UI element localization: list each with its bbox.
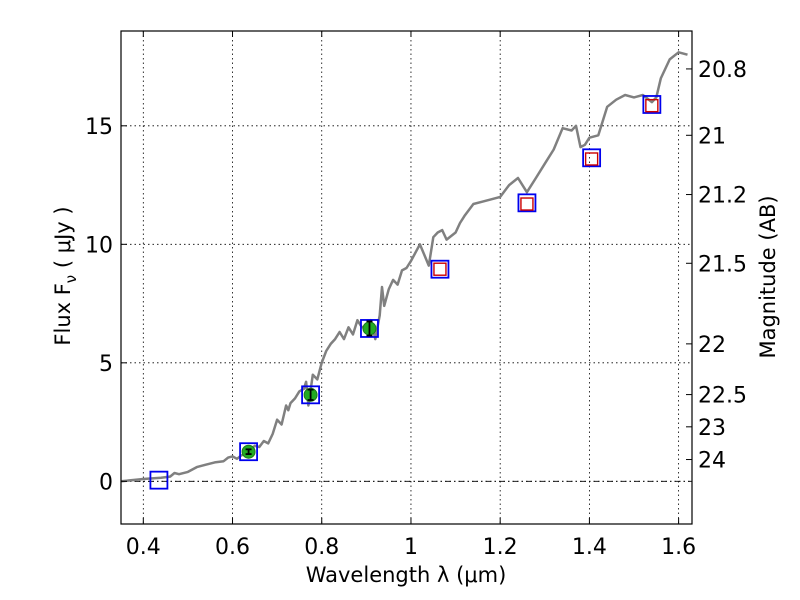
x-tick-label: 0.6 <box>215 535 250 560</box>
right-tick-label: 24 <box>698 449 726 474</box>
right-axis-label: Magnitude (AB) <box>756 195 780 358</box>
plot-frame <box>121 31 692 524</box>
frame-layer <box>121 31 692 524</box>
right-tick-label: 21 <box>698 124 726 149</box>
right-tick-label: 22.5 <box>698 384 747 409</box>
x-tick-label: 0.4 <box>126 535 161 560</box>
x-tick-label: 1 <box>404 535 418 560</box>
chart-svg: 0.4 0.6 0.8 1 1.2 1.4 1.6 0 5 10 15 20.8 21 21.2 21.5 2… <box>0 0 800 600</box>
right-tick-label: 23 <box>698 416 726 441</box>
y-axis-label-subscript: ν <box>62 275 80 283</box>
y-tick-label: 5 <box>99 352 113 377</box>
right-tick-label: 21.5 <box>698 252 747 277</box>
model-photometry-square <box>150 472 167 489</box>
line-layer <box>121 52 688 481</box>
right-tick-label: 22 <box>698 333 726 358</box>
x-tick-label: 1.6 <box>661 535 696 560</box>
y-axis-label-main: Flux F <box>51 283 75 345</box>
y-axis-label: Flux Fν ( μJy ) <box>51 206 80 345</box>
observed-photometry-square <box>521 198 533 210</box>
y-tick-label: 10 <box>85 233 113 258</box>
tick-layer: 0.4 0.6 0.8 1 1.2 1.4 1.6 0 5 10 15 20.8 21 21.2 21.5 2… <box>85 31 747 560</box>
chart: 0.4 0.6 0.8 1 1.2 1.4 1.6 0 5 10 15 20.8 21 21.2 21.5 2… <box>0 0 800 600</box>
observed-photometry-square <box>586 153 598 165</box>
y-tick-label: 15 <box>85 115 113 140</box>
right-tick-label: 21.2 <box>698 184 747 209</box>
right-tick-label: 20.8 <box>698 58 747 83</box>
x-tick-label: 0.8 <box>304 535 339 560</box>
y-axis-label-unit: ( μJy ) <box>51 206 75 274</box>
observed-photometry-square <box>434 263 446 275</box>
x-axis-label: Wavelength λ (μm) <box>306 563 507 587</box>
y-tick-label: 0 <box>99 470 113 495</box>
x-tick-label: 1.4 <box>572 535 607 560</box>
x-tick-label: 1.2 <box>483 535 518 560</box>
marker-layer <box>150 96 660 489</box>
grid-layer <box>121 31 692 524</box>
model-spectrum-line <box>121 52 688 481</box>
